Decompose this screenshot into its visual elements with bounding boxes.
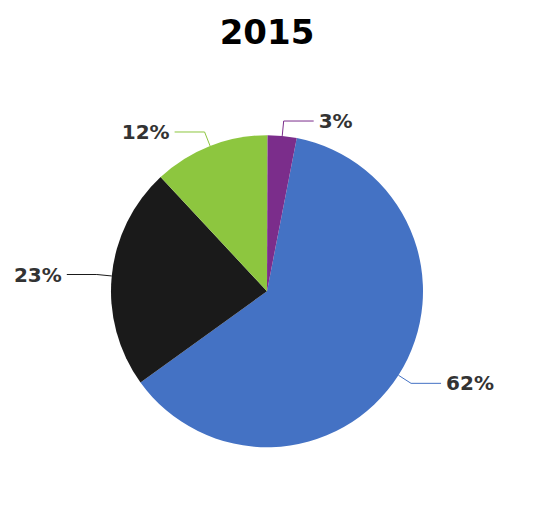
svg-text:12%: 12% (122, 120, 170, 144)
svg-text:3%: 3% (319, 109, 353, 133)
svg-text:23%: 23% (14, 263, 62, 287)
svg-text:2015: 2015 (220, 12, 315, 52)
svg-text:62%: 62% (446, 371, 494, 395)
